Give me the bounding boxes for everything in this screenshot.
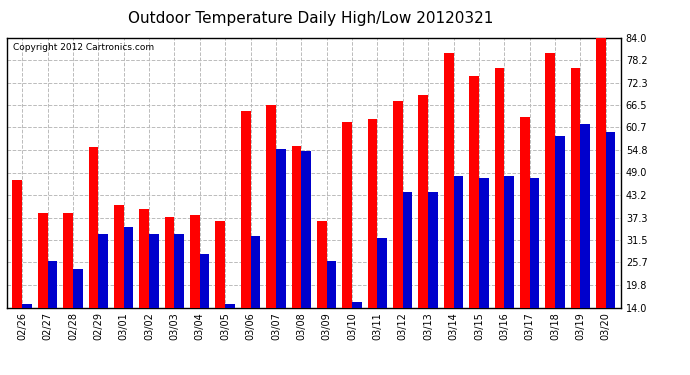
Bar [453, 176, 463, 308]
Bar [504, 176, 514, 308]
Bar [250, 236, 260, 308]
Bar [555, 136, 564, 308]
Bar [428, 192, 437, 308]
Bar [580, 124, 590, 308]
Bar [38, 213, 48, 308]
Bar [266, 105, 276, 308]
Bar [302, 151, 311, 308]
Bar [368, 118, 377, 308]
Bar [190, 215, 200, 308]
Bar [292, 146, 302, 308]
Bar [225, 304, 235, 307]
Bar [139, 209, 149, 308]
Bar [22, 304, 32, 307]
Bar [403, 192, 413, 308]
Bar [98, 234, 108, 308]
Bar [317, 221, 326, 308]
Bar [606, 132, 615, 308]
Bar [73, 269, 83, 308]
Bar [419, 95, 428, 308]
Bar [124, 226, 133, 308]
Bar [200, 254, 209, 308]
Text: Copyright 2012 Cartronics.com: Copyright 2012 Cartronics.com [13, 43, 154, 52]
Bar [545, 53, 555, 307]
Bar [530, 178, 540, 308]
Bar [215, 221, 225, 308]
Bar [571, 68, 580, 308]
Bar [352, 302, 362, 307]
Bar [88, 147, 98, 308]
Bar [596, 38, 606, 308]
Bar [48, 261, 57, 308]
Bar [241, 111, 250, 308]
Bar [520, 117, 530, 308]
Bar [479, 178, 489, 308]
Bar [393, 101, 403, 308]
Bar [444, 53, 453, 307]
Bar [114, 205, 124, 308]
Bar [377, 238, 387, 308]
Bar [175, 234, 184, 308]
Bar [342, 122, 352, 308]
Bar [165, 217, 175, 308]
Bar [63, 213, 73, 308]
Bar [276, 149, 286, 308]
Bar [495, 68, 504, 308]
Text: Outdoor Temperature Daily High/Low 20120321: Outdoor Temperature Daily High/Low 20120… [128, 11, 493, 26]
Bar [149, 234, 159, 308]
Bar [12, 180, 22, 308]
Bar [326, 261, 336, 308]
Bar [469, 76, 479, 308]
